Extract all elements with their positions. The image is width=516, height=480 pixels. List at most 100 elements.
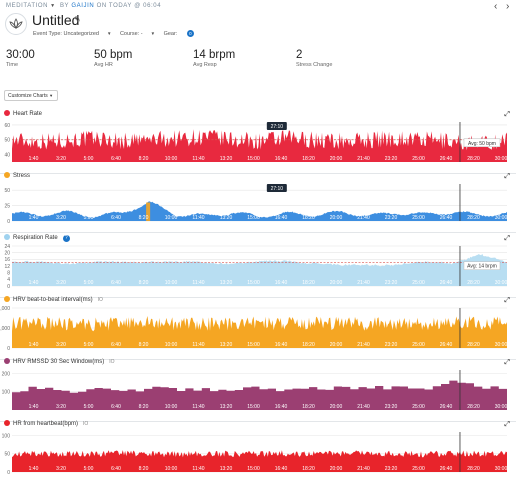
chart-plot-rmssd[interactable]: 200 100 1:40 3:20 5:00 6:40 8:20 10:00 11:40 13:2… xyxy=(0,368,516,420)
chart-plot-heart[interactable]: 60 50 40 1:40 3:20 5:00 6:40 8:20 10:00 11:40 13:2… xyxy=(0,120,516,172)
x-tick-label: 11:40 xyxy=(192,280,204,286)
gear-selector[interactable]: Gear: 0 xyxy=(164,30,201,37)
x-tick-label: 10:00 xyxy=(165,466,178,472)
chart-separator xyxy=(0,359,516,360)
customize-charts-button[interactable]: Customize Charts ▼ xyxy=(4,90,58,101)
x-tick-label: 5:00 xyxy=(84,466,94,472)
chart-stress: Stress ⤢ 50 25 0 1:40 3:20 5:00 6:40 8:20 10:00 11:… xyxy=(0,172,516,233)
x-tick-label: 18:20 xyxy=(302,404,315,410)
y-tick-label: 25 xyxy=(4,203,10,209)
chevron-down-icon[interactable]: ▼ xyxy=(50,3,56,9)
activity-title[interactable]: Untitled xyxy=(32,12,80,28)
breadcrumb-category[interactable]: MEDITATION xyxy=(6,3,49,9)
chart-title-stress[interactable]: Stress xyxy=(4,172,30,181)
chart-plot-hrv[interactable]: 2,000 1,000 0 1:40 3:20 5:00 6:40 8:20 10:00 11:4… xyxy=(0,306,516,358)
chart-separator xyxy=(0,232,516,233)
x-tick-label: 5:00 xyxy=(84,215,94,221)
y-tick-label: 12 xyxy=(4,264,10,270)
x-tick-label: 11:40 xyxy=(192,156,204,162)
x-tick-label: 20:00 xyxy=(330,280,343,286)
chart-title-hrhb[interactable]: HR from heartbeat(bpm) IO xyxy=(4,420,88,429)
y-tick-label: 0 xyxy=(7,284,10,290)
expand-chart-icon[interactable]: ⤢ xyxy=(504,173,510,180)
x-tick-label: 26:40 xyxy=(440,156,453,162)
x-tick-label: 20:00 xyxy=(330,215,343,221)
x-tick-label: 10:00 xyxy=(165,156,178,162)
chart-title-heart[interactable]: Heart Rate xyxy=(4,110,42,119)
chart-title-text: HRV RMSSD 30 Sec Window(ms) xyxy=(13,359,105,365)
previous-activity-button[interactable]: ‹ xyxy=(494,1,498,12)
x-tick-label: 20:00 xyxy=(330,342,343,348)
x-tick-label: 25:00 xyxy=(412,404,425,410)
event-type-dropdown[interactable]: Event Type: Uncategorized ▼ xyxy=(33,30,112,37)
x-tick-label: 11:40 xyxy=(192,466,204,472)
activity-meta: Event Type: Uncategorized ▼ Course: - ▼ Ge… xyxy=(33,30,208,37)
x-tick-label: 5:00 xyxy=(84,342,94,348)
y-tick-label: 50 xyxy=(4,138,10,144)
breadcrumb-user[interactable]: GAIJIN xyxy=(71,3,95,9)
x-tick-label: 23:20 xyxy=(385,404,398,410)
x-tick-label: 3:20 xyxy=(56,280,66,286)
x-tick-label: 11:40 xyxy=(192,215,204,221)
x-tick-label: 30:00 xyxy=(495,156,508,162)
y-tick-label: 50 xyxy=(4,188,10,194)
x-tick-label: 30:00 xyxy=(495,215,508,221)
x-tick-label: 10:00 xyxy=(165,342,178,348)
next-activity-button[interactable]: › xyxy=(506,1,510,12)
x-tick-label: 5:00 xyxy=(84,280,94,286)
x-tick-label: 20:00 xyxy=(330,156,343,162)
legend-dot xyxy=(4,296,10,302)
y-tick-label: 200 xyxy=(2,371,11,377)
x-tick-label: 23:20 xyxy=(385,342,398,348)
y-tick-label: 20 xyxy=(4,250,10,256)
x-tick-label: 11:40 xyxy=(192,342,204,348)
x-tick-label: 25:00 xyxy=(412,466,425,472)
chart-title-hrv[interactable]: HRV beat-to-beat interval(ms) IO xyxy=(4,296,103,305)
x-tick-label: 21:40 xyxy=(357,215,370,221)
x-tick-label: 21:40 xyxy=(357,404,370,410)
x-tick-label: 6:40 xyxy=(111,342,121,348)
stress-peak-marker xyxy=(146,202,151,221)
x-tick-label: 25:00 xyxy=(412,342,425,348)
x-tick-label: 26:40 xyxy=(440,404,453,410)
chart-title-rmssd[interactable]: HRV RMSSD 30 Sec Window(ms) IO xyxy=(4,358,115,367)
stat-stress-change: 2 Stress Change xyxy=(296,49,333,68)
series-area-resp xyxy=(12,253,507,286)
expand-chart-icon[interactable]: ⤢ xyxy=(504,359,510,366)
x-tick-label: 1:40 xyxy=(29,156,39,162)
x-tick-label: 26:40 xyxy=(440,466,453,472)
edit-pencil-icon[interactable]: ✎ xyxy=(74,15,81,24)
chart-plot-stress[interactable]: 50 25 0 1:40 3:20 5:00 6:40 8:20 10:00 11:40 13:20… xyxy=(0,182,516,231)
x-tick-label: 21:40 xyxy=(357,280,370,286)
expand-chart-icon[interactable]: ⤢ xyxy=(504,235,510,242)
x-tick-label: 18:20 xyxy=(302,342,315,348)
x-tick-label: 15:00 xyxy=(247,215,260,221)
course-dropdown[interactable]: Course: - ▼ xyxy=(119,30,156,37)
x-tick-label: 11:40 xyxy=(192,404,204,410)
x-tick-label: 16:40 xyxy=(275,404,288,410)
cursor-time-tooltip xyxy=(266,184,287,192)
x-tick-label: 3:20 xyxy=(56,156,66,162)
expand-chart-icon[interactable]: ⤢ xyxy=(504,111,510,118)
y-tick-label: 2,000 xyxy=(0,306,10,312)
chart-plot-hrhb[interactable]: 100 50 0 1:40 3:20 5:00 6:40 8:20 10:00 11:40 13:2… xyxy=(0,430,516,480)
x-tick-label: 13:20 xyxy=(220,215,233,221)
chart-title-resp[interactable]: Respiration Rate? xyxy=(4,234,70,243)
cursor-time-tooltip xyxy=(266,122,287,130)
chart-title-text: Respiration Rate xyxy=(13,235,58,241)
expand-chart-icon[interactable]: ⤢ xyxy=(504,421,510,428)
expand-chart-icon[interactable]: ⤢ xyxy=(504,297,510,304)
x-tick-label: 21:40 xyxy=(357,342,370,348)
help-icon[interactable]: ? xyxy=(62,235,70,242)
legend-dot xyxy=(4,358,10,364)
y-tick-label: 1,000 xyxy=(0,326,10,332)
breadcrumb-date: ON TODAY @ 06:04 xyxy=(96,3,162,9)
x-tick-label: 1:40 xyxy=(29,280,39,286)
x-tick-label: 3:20 xyxy=(56,342,66,348)
x-tick-label: 28:20 xyxy=(467,466,480,472)
meditation-lotus-icon xyxy=(9,18,23,29)
chart-title-text: Stress xyxy=(13,173,31,179)
legend-dot xyxy=(4,420,10,426)
series-area-rmssd xyxy=(12,380,507,410)
